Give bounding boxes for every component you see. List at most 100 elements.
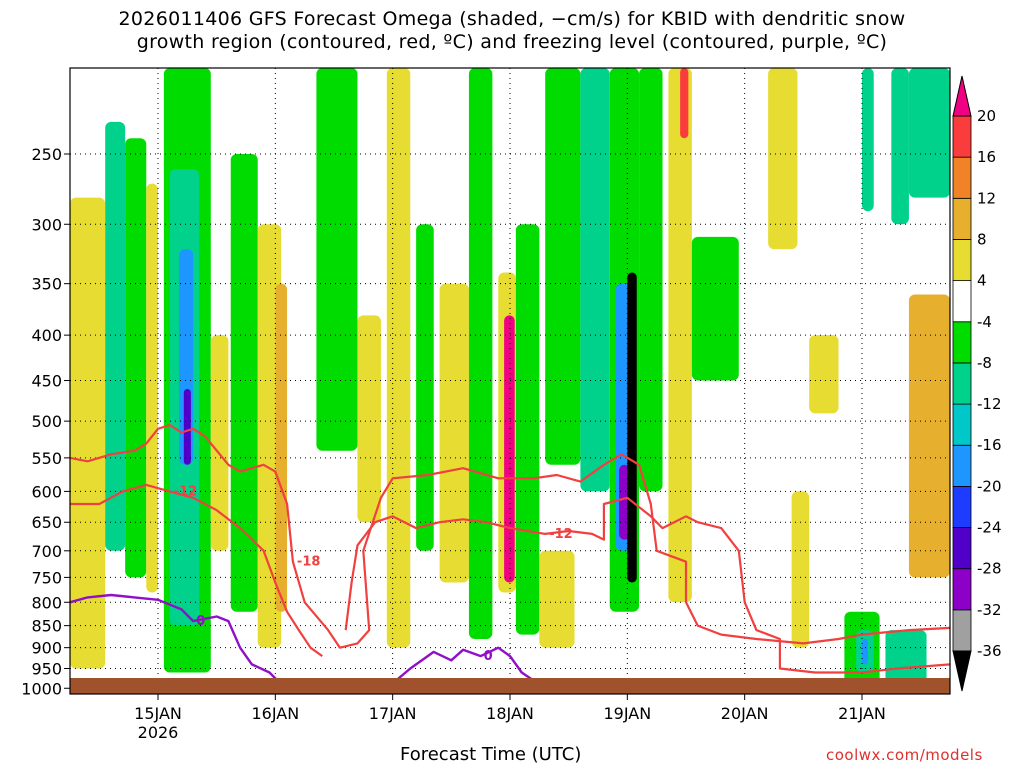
colorbar-box-1 [952,568,972,611]
omega-cell-36 [891,68,909,225]
colorbar-label--32: -32 [977,601,1002,619]
colorbar-box-4 [952,444,972,487]
colorbar-label--36: -36 [977,642,1002,660]
omega-shading [70,68,950,685]
dgz-contour-1 [70,483,323,657]
omega-cell-21 [539,550,575,648]
x-tick-label-20JAN: 20JAN [721,704,769,723]
freezing-level-label-0: 0 [196,614,205,629]
dgz-contour-label-2: -12 [549,527,573,542]
chart-title: 2026011406 GFS Forecast Omega (shaded, −… [0,8,1024,54]
colorbar-box-8 [952,280,972,323]
omega-cell-38 [908,68,950,198]
x-tick-label-19JAN: 19JAN [603,704,651,723]
omega-cell-37 [908,294,950,578]
omega-cell-11 [275,283,288,612]
omega-cell-19 [504,315,515,583]
dgz-contour-label-0: -18 [297,555,321,570]
omega-cell-12 [316,68,358,451]
colorbar-extend-high [952,75,972,117]
credit-text: coolwx.com/models [826,746,983,764]
dgz-contour-label-1: -12 [174,484,198,499]
omega-cell-34 [809,335,839,414]
colorbar-box-11 [952,156,972,199]
title-line-1: 2026011406 GFS Forecast Omega (shaded, −… [118,8,906,30]
x-axis-title: Forecast Time (UTC) [400,744,582,765]
colorbar-box-2 [952,527,972,570]
y-tick-label-600: 600 [31,482,62,501]
omega-cell-1 [105,121,126,551]
colorbar-box-12 [952,115,972,158]
colorbar-label-12: 12 [977,189,996,207]
colorbar-label--28: -28 [977,560,1002,578]
axes: 250 300 350 400 450 500 550 600 650 700 750 800 850 9… [21,145,886,742]
colorbar-box-10 [952,197,972,240]
dgz-contour-0 [70,423,950,649]
y-tick-label-750: 750 [31,568,62,587]
omega-cell-22 [545,68,581,465]
colorbar-box-0 [952,609,972,652]
colorbar-label--8: -8 [977,354,992,372]
omega-cell-42 [885,630,927,685]
omega-cell-23 [580,68,610,492]
y-tick-label-250: 250 [31,145,62,164]
y-tick-label-350: 350 [31,275,62,294]
colorbar-box-7 [952,321,972,364]
dgz-contour-2 [344,496,950,674]
omega-cell-7 [183,388,191,465]
omega-cell-35 [862,68,874,212]
y-tick-label-850: 850 [31,617,62,636]
omega-cell-17 [468,68,493,639]
omega-cell-14 [386,68,411,648]
y-tick-label-550: 550 [31,449,62,468]
omega-cell-27 [627,272,637,583]
colorbar-label--12: -12 [977,395,1002,413]
omega-cell-20 [515,224,540,635]
colorbar-label--24: -24 [977,519,1002,537]
colorbar-box-5 [952,403,972,446]
freezing-level-label-1: 0 [484,649,493,664]
omega-cell-30 [680,68,689,139]
freezing-level-contour-0 [70,593,283,686]
y-tick-label-650: 650 [31,513,62,532]
omega-cell-28 [639,68,663,492]
y-tick-label-300: 300 [31,215,62,234]
colorbar-box-3 [952,485,972,528]
x-tick-label-17JAN: 17JAN [369,704,417,723]
x-tick-label-16JAN: 16JAN [251,704,299,723]
omega-cell-41 [862,638,868,665]
omega-cell-15 [416,224,434,551]
omega-cell-9 [230,153,258,612]
colorbar-label-20: 20 [977,107,996,125]
y-tick-label-450: 450 [31,372,62,391]
omega-cell-33 [791,491,810,648]
colorbar-label-4: 4 [977,272,987,290]
omega-cell-8 [210,335,229,551]
x-tick-sublabel-15JAN: 2026 [138,723,179,742]
y-tick-label-950: 950 [31,659,62,678]
omega-cell-16 [439,283,469,583]
omega-cell-13 [357,315,381,523]
freezing-level-contour-1 [386,646,563,690]
colorbar: -36 -32 -28 -24 -20 -16 -12 -8 -4 4 8 12 16 20 [952,75,1002,692]
colorbar-extend-low [952,650,972,692]
omega-cell-32 [768,68,798,250]
x-tick-label-21JAN: 21JAN [838,704,886,723]
x-tick-label-15JAN: 15JAN [134,704,182,723]
colorbar-label--16: -16 [977,436,1002,454]
y-tick-label-500: 500 [31,412,62,431]
ground-surface [70,678,950,694]
omega-cell-2 [125,138,147,578]
y-tick-label-400: 400 [31,326,62,345]
y-tick-label-800: 800 [31,593,62,612]
omega-cell-0 [70,197,106,669]
omega-cell-31 [691,236,739,381]
colorbar-box-6 [952,362,972,405]
x-tick-label-18JAN: 18JAN [486,704,534,723]
title-line-2: growth region (contoured, red, ºC) and f… [136,31,888,53]
y-tick-label-700: 700 [31,542,62,561]
colorbar-label-16: 16 [977,148,996,166]
colorbar-label-8: 8 [977,230,987,248]
contours: -18 -12 -12 0 0 [70,423,950,690]
colorbar-label--20: -20 [977,477,1002,495]
